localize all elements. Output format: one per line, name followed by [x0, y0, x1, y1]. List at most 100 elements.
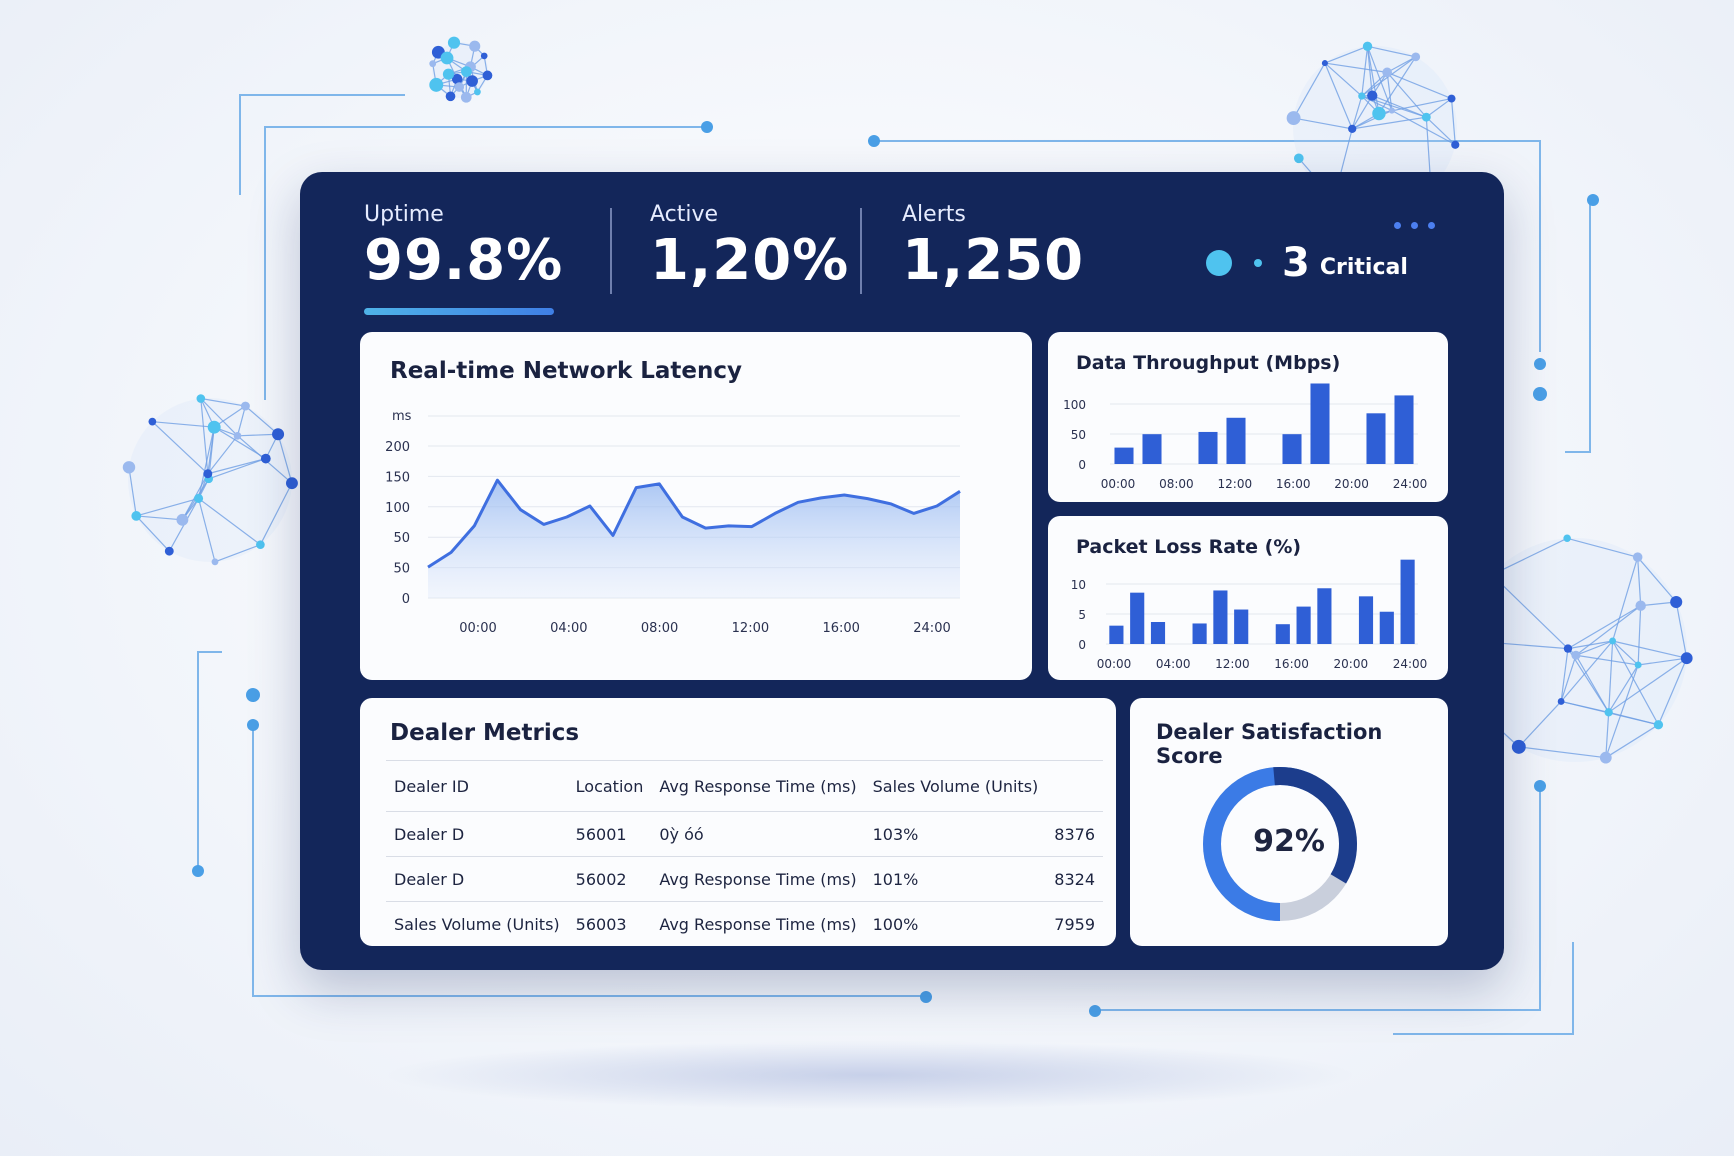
dashboard-shadow: [380, 1040, 1360, 1110]
sphere-node: [176, 513, 189, 526]
sphere-edge: [207, 458, 266, 475]
table-cell: 8324: [1046, 856, 1103, 902]
sphere-node: [1358, 92, 1366, 100]
chart-bar: [1150, 622, 1166, 644]
kpi-active-label: Active: [650, 202, 719, 227]
sphere-edge: [1386, 71, 1427, 118]
sphere-edge: [1351, 95, 1373, 130]
table-cell: 8376: [1046, 811, 1103, 857]
y-tick-label: 5: [1078, 608, 1086, 622]
table-row[interactable]: Sales Volume (Units) 56003 Avg Response …: [386, 901, 1103, 946]
sphere-edge: [207, 435, 238, 475]
chart-bar: [1226, 417, 1246, 464]
dealer-metrics-table: Dealer ID Location Avg Response Time (ms…: [386, 760, 1103, 946]
chart-bar: [1282, 434, 1302, 464]
dealer-metrics-title: Dealer Metrics: [390, 720, 580, 746]
x-tick-label: 24:00: [1393, 657, 1428, 671]
x-tick-label: 00:00: [1101, 477, 1136, 491]
table-row[interactable]: Dealer D 56002 Avg Response Time (ms) 10…: [386, 856, 1103, 902]
sphere-node: [480, 52, 488, 60]
packet-loss-chart: 10 5 0 00:00 04:00 12:00 16:00 20:00 24:00: [1071, 559, 1428, 671]
satisfaction-gauge: [1203, 767, 1357, 921]
throughput-chart-card: Data Throughput (Mbps) 100 50 0 00:00 08:00 1…: [1048, 332, 1448, 502]
satisfaction-score-value: 92%: [1253, 824, 1325, 859]
table-row[interactable]: Dealer D 56001 0ỳ όό 103% 8376: [386, 811, 1103, 857]
x-tick-label: 20:00: [1334, 657, 1369, 671]
x-tick-label: 12:00: [1215, 657, 1250, 671]
column-header[interactable]: Avg Response Time (ms): [651, 760, 865, 812]
sphere-node: [233, 432, 242, 440]
x-tick-label: 00:00: [459, 621, 496, 636]
sphere-node: [1348, 124, 1357, 133]
sphere-node: [1511, 739, 1526, 754]
kpi-alerts-value: 1,250: [902, 228, 1085, 293]
sphere-node: [429, 77, 444, 92]
sphere-node: [211, 558, 219, 566]
uptime-progress-bar: [364, 308, 554, 315]
sphere-edge: [1612, 557, 1639, 642]
sphere-edge: [1608, 640, 1614, 713]
sphere-edge: [1560, 640, 1614, 702]
dashboard-panel: Uptime 99.8% Active 1,20% Alerts 1,250 3…: [300, 172, 1504, 970]
network-sphere-icon: [429, 36, 493, 103]
sphere-node: [1382, 67, 1393, 78]
sphere-node: [1411, 52, 1421, 62]
table-cell: 7959: [1046, 901, 1103, 946]
more-options-icon[interactable]: [1394, 222, 1435, 229]
column-header[interactable]: Dealer ID: [386, 760, 568, 812]
x-tick-label: 16:00: [1276, 477, 1311, 491]
kpi-uptime-label: Uptime: [364, 202, 444, 227]
chart-bar: [1296, 606, 1311, 644]
sphere-node: [1421, 112, 1431, 122]
table-cell: Avg Response Time (ms): [651, 901, 865, 946]
kpi-divider: [860, 208, 862, 294]
table-cell: Dealer D: [386, 856, 568, 902]
chart-bar: [1114, 447, 1134, 464]
sphere-edge: [1637, 605, 1642, 665]
sphere-edge: [1638, 657, 1687, 666]
sphere-node: [256, 540, 265, 550]
kpi-divider: [610, 208, 612, 294]
x-tick-label: 16:00: [822, 621, 859, 636]
chart-bar: [1379, 611, 1394, 644]
column-header[interactable]: Location: [567, 760, 652, 812]
sphere-edge: [1293, 62, 1326, 119]
x-tick-label: 24:00: [913, 621, 950, 636]
column-header[interactable]: Sales Volume (Units): [864, 760, 1047, 812]
x-tick-label: 12:00: [732, 621, 769, 636]
kpi-uptime-value: 99.8%: [364, 228, 564, 293]
sphere-edge: [208, 458, 267, 480]
sphere-edge: [1637, 556, 1677, 603]
sphere-node: [1362, 41, 1373, 52]
sphere-node: [451, 73, 463, 85]
sphere-edge: [1518, 701, 1562, 748]
critical-count: 3: [1282, 240, 1310, 286]
sphere-node: [1367, 90, 1378, 101]
sphere-node: [1571, 650, 1581, 660]
packet-loss-chart-title: Packet Loss Rate (%): [1076, 536, 1302, 558]
sphere-node: [454, 82, 465, 92]
sphere-node: [1634, 661, 1642, 669]
sphere-edge: [135, 515, 170, 552]
y-tick-label: 100: [385, 501, 410, 516]
throughput-chart-title: Data Throughput (Mbps): [1076, 352, 1341, 374]
sphere-node: [1680, 652, 1693, 665]
chart-bar: [1130, 592, 1145, 644]
chart-bar: [1275, 624, 1290, 644]
sphere-glow: [1463, 538, 1687, 762]
critical-alerts-indicator[interactable]: 3 Critical: [1206, 240, 1408, 286]
sphere-edge: [1675, 601, 1688, 659]
sphere-node: [240, 401, 250, 411]
sphere-edge: [236, 405, 246, 436]
sphere-edge: [1372, 95, 1427, 118]
sphere-node: [260, 453, 271, 464]
sphere-edge: [1560, 700, 1609, 713]
chart-bar: [1358, 596, 1374, 644]
sphere-edge: [1518, 746, 1606, 759]
sphere-edge: [1361, 95, 1393, 112]
sphere-edge: [198, 497, 261, 546]
sphere-node: [1635, 600, 1646, 611]
satisfaction-score-title: Dealer Satisfaction Score: [1156, 720, 1383, 768]
sphere-edge: [1491, 537, 1568, 576]
